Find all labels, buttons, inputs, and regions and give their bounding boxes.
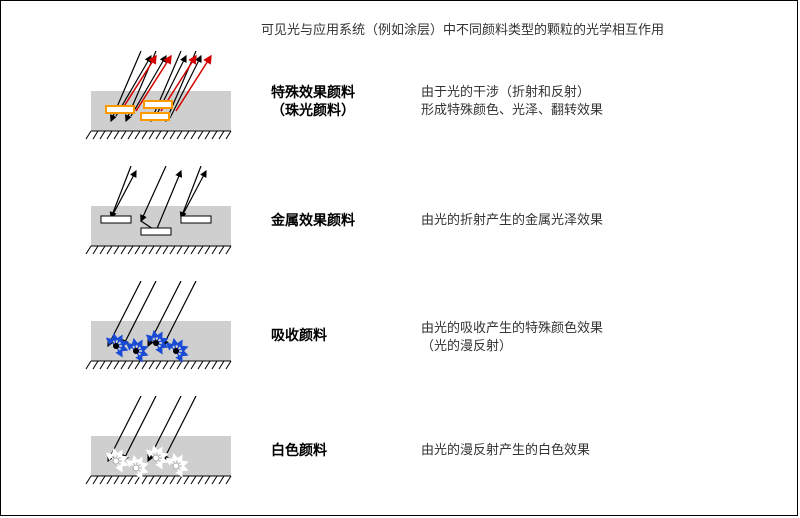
row-white: 白色颜料 由光的漫反射产生的白色效果 — [1, 396, 797, 506]
figure-frame: 可见光与应用系统（例如涂层）中不同颜料类型的颗粒的光学相互作用 特殊效果颜料 （… — [0, 0, 798, 516]
label-pearl: 特殊效果颜料 （珠光颜料） — [271, 83, 355, 119]
row-pearl: 特殊效果颜料 （珠光颜料） 由于光的干涉（折射和反射） 形成特殊颜色、光泽、翻转… — [1, 51, 797, 161]
desc-absorb: 由光的吸收产生的特殊颜色效果 （光的漫反射） — [421, 319, 603, 355]
row-metal: 金属效果颜料 由光的折射产生的金属光泽效果 — [1, 166, 797, 276]
svg-absorb — [81, 281, 241, 381]
label-white: 白色颜料 — [271, 441, 327, 459]
desc-metal: 由光的折射产生的金属光泽效果 — [421, 211, 603, 229]
svg-metal — [81, 166, 241, 266]
desc-pearl: 由于光的干涉（折射和反射） 形成特殊颜色、光泽、翻转效果 — [421, 83, 603, 119]
label-absorb: 吸收颜料 — [271, 326, 327, 344]
label-metal: 金属效果颜料 — [271, 211, 355, 229]
desc-white: 由光的漫反射产生的白色效果 — [421, 441, 590, 459]
diagram-pearl — [81, 51, 241, 151]
diagram-absorb — [81, 281, 241, 381]
row-absorb: 吸收颜料 由光的吸收产生的特殊颜色效果 （光的漫反射） — [1, 281, 797, 391]
diagram-metal — [81, 166, 241, 266]
svg-pearl — [81, 51, 241, 151]
svg-white — [81, 396, 241, 496]
diagram-white — [81, 396, 241, 496]
figure-title: 可见光与应用系统（例如涂层）中不同颜料类型的颗粒的光学相互作用 — [261, 19, 664, 38]
